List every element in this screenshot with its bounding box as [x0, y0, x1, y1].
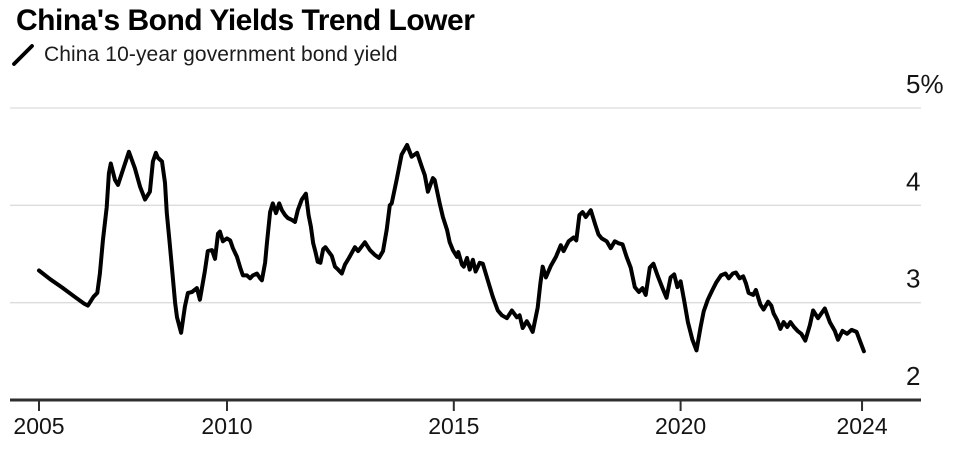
x-tick-label: 2005	[13, 413, 64, 439]
line-series-icon	[12, 44, 34, 66]
x-tick-label: 2024	[836, 413, 887, 439]
y-tick-label: 5%	[906, 69, 944, 99]
x-tick-label: 2010	[201, 413, 252, 439]
y-tick-label: 3	[906, 264, 920, 294]
x-tick-label: 2020	[655, 413, 706, 439]
y-tick-label: 2	[906, 361, 920, 391]
x-tick-label: 2015	[428, 413, 479, 439]
page-title: China's Bond Yields Trend Lower	[16, 4, 475, 37]
y-tick-label: 4	[906, 166, 920, 196]
legend-label: China 10-year government bond yield	[44, 43, 398, 66]
bond-yield-line	[37, 143, 866, 354]
legend: China 10-year government bond yield	[11, 43, 398, 67]
